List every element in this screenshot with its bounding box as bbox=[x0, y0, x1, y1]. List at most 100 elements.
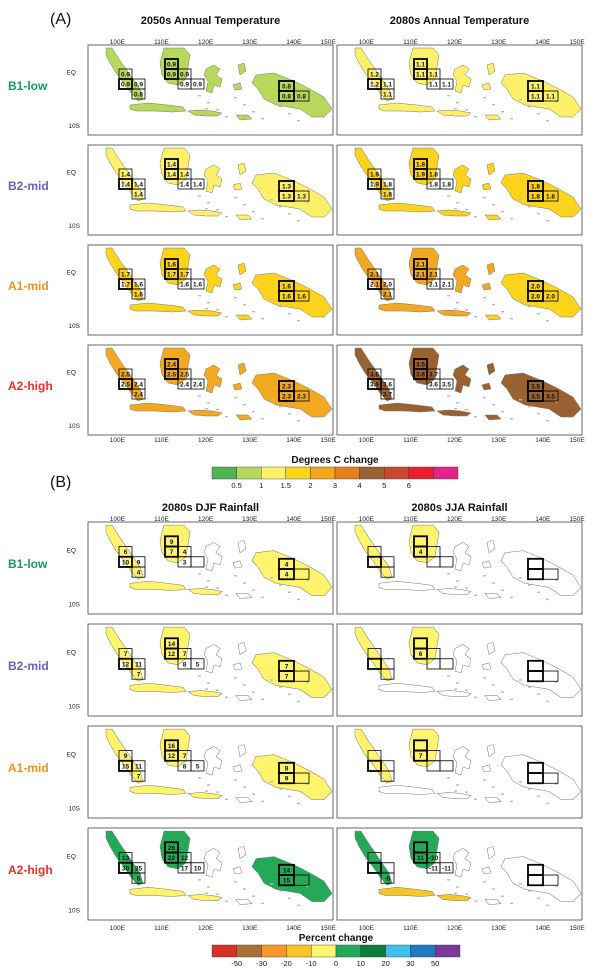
islet bbox=[252, 895, 255, 897]
islet bbox=[454, 586, 457, 588]
islet bbox=[528, 788, 531, 790]
island-sumatra bbox=[354, 47, 393, 102]
islet bbox=[474, 416, 477, 418]
islet bbox=[492, 104, 495, 106]
islet bbox=[510, 698, 513, 701]
lon-tick-top-100E: 100E bbox=[359, 39, 375, 46]
island-sumatra bbox=[354, 247, 393, 302]
island-seram bbox=[481, 662, 492, 671]
grid-box-value: 1.1 bbox=[442, 81, 451, 88]
islet bbox=[288, 213, 291, 215]
grid-box-value: 1.7 bbox=[167, 271, 176, 278]
islet bbox=[252, 793, 255, 795]
colorbar-swatch bbox=[236, 466, 262, 480]
grid-box-value: 4 bbox=[183, 549, 187, 556]
islet bbox=[306, 101, 309, 103]
scenario-label-a2-high-a: A2-high bbox=[8, 379, 53, 393]
island-sumatra bbox=[105, 47, 144, 102]
grid-box-value: 3.6 bbox=[383, 381, 392, 388]
grid-box-value: 0.9 bbox=[167, 71, 176, 78]
islet bbox=[555, 101, 558, 103]
island-java bbox=[129, 683, 187, 693]
island-sumatra bbox=[354, 147, 393, 202]
island-java bbox=[378, 302, 436, 313]
island-borneo bbox=[159, 47, 191, 86]
grid-box-value: 0.8 bbox=[297, 93, 306, 100]
grid-box bbox=[190, 278, 205, 290]
islet bbox=[297, 700, 300, 703]
islet bbox=[492, 582, 495, 584]
colorbar-swatch bbox=[311, 944, 337, 958]
grid-box-value: 3.5 bbox=[442, 381, 451, 388]
island-seram bbox=[481, 866, 492, 875]
lon-tick-top-120E: 120E bbox=[447, 516, 463, 523]
island-borneo bbox=[408, 47, 440, 86]
grid-box-value: 16 bbox=[168, 743, 176, 750]
islet bbox=[528, 686, 531, 688]
islet bbox=[207, 302, 210, 304]
grid-box bbox=[131, 188, 146, 200]
lon-tick-bottom-130E: 130E bbox=[242, 437, 258, 444]
grid-box bbox=[293, 190, 310, 202]
islet bbox=[243, 582, 246, 584]
map-a-r3-c0: 2.5 2.5 2.4 2.4 2.4 2.5 2.5 2.4 2.4 2.3 2.3 2.3 bbox=[87, 344, 334, 436]
islet bbox=[297, 904, 300, 907]
grid-box-value: 22 bbox=[168, 855, 176, 862]
grid-box-value: 13 bbox=[122, 855, 130, 862]
islet bbox=[447, 777, 450, 779]
islet bbox=[519, 781, 522, 783]
islet bbox=[297, 802, 300, 805]
islet bbox=[501, 111, 504, 113]
lat-eq-label: EQ bbox=[67, 370, 76, 377]
grid-box-value: 0.8 bbox=[282, 93, 291, 100]
islet bbox=[243, 204, 246, 206]
islet bbox=[510, 218, 513, 220]
island-newguinea bbox=[500, 72, 582, 118]
islet bbox=[519, 399, 522, 401]
islet bbox=[306, 885, 309, 887]
lat-eq-label: EQ bbox=[67, 751, 76, 758]
grid-box-value: 1.1 bbox=[429, 71, 438, 78]
island-borneo bbox=[159, 830, 191, 870]
islet bbox=[207, 102, 210, 104]
island-sulawesi bbox=[203, 848, 223, 878]
lon-tick-bottom-100E: 100E bbox=[110, 925, 126, 932]
islet bbox=[288, 693, 291, 695]
islet bbox=[528, 306, 531, 308]
island-halmahera bbox=[486, 846, 496, 860]
grid-box-value: 1.6 bbox=[167, 261, 176, 268]
colorbar-swatch bbox=[410, 944, 436, 958]
islet bbox=[205, 790, 208, 792]
island-halmahera bbox=[486, 62, 496, 76]
grid-box-value: 5 bbox=[196, 661, 200, 668]
grid-box-value: 2.3 bbox=[282, 383, 291, 390]
islet bbox=[252, 311, 255, 313]
islet bbox=[454, 892, 457, 894]
islet bbox=[243, 404, 246, 406]
grid-box bbox=[293, 568, 310, 580]
islet bbox=[288, 313, 291, 315]
grid-box-value: 1.7 bbox=[121, 281, 130, 288]
islet bbox=[492, 404, 495, 406]
islet bbox=[216, 109, 219, 111]
grid-box-value: 1.4 bbox=[167, 171, 176, 178]
islet bbox=[510, 418, 513, 420]
grid-box-value: 2.4 bbox=[167, 361, 176, 368]
islet bbox=[270, 99, 273, 101]
islet bbox=[492, 304, 495, 306]
island-sumatra bbox=[105, 147, 144, 202]
islet bbox=[501, 211, 504, 213]
grid-box bbox=[190, 78, 205, 90]
islet bbox=[216, 587, 219, 589]
lon-tick-top-150E: 150E bbox=[321, 516, 337, 523]
grid-box-value: 3.5 bbox=[531, 393, 540, 400]
island-borneo bbox=[159, 728, 191, 768]
island-timor bbox=[235, 899, 253, 905]
grid-box bbox=[190, 760, 205, 772]
grid-box-value: 1.2 bbox=[370, 81, 379, 88]
grid-box-value: 1.9 bbox=[416, 171, 425, 178]
island-java bbox=[129, 302, 187, 313]
colorbar-swatch bbox=[384, 466, 410, 480]
map-b-r0-c0: 6 10 9 4 9 7 4 3 4 4 bbox=[87, 521, 334, 615]
lat-eq-label: EQ bbox=[67, 547, 76, 554]
